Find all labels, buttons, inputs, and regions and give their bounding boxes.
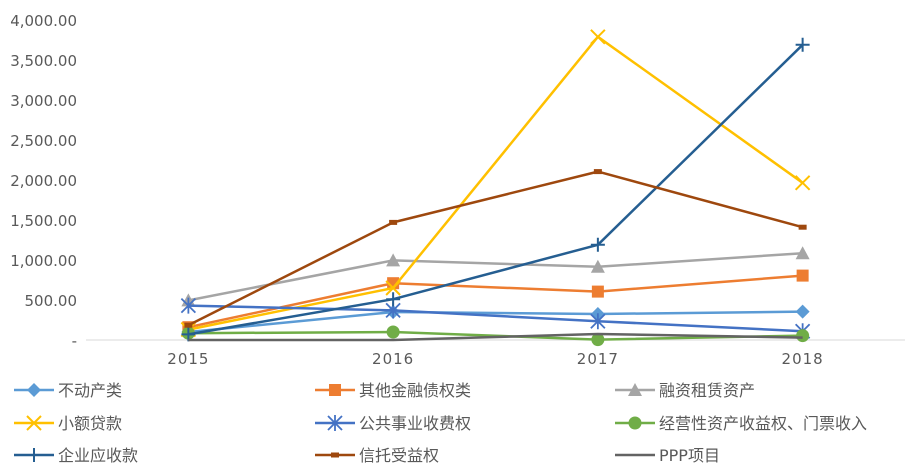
x-tick-label: 2017 — [577, 350, 619, 368]
series-line — [188, 310, 803, 334]
y-tick-label: 1,000.00 — [10, 252, 77, 270]
series-line — [188, 332, 803, 342]
data-point-marker — [385, 280, 401, 296]
x-axis: 2015 2016 2017 2018 — [86, 339, 905, 368]
series — [184, 169, 807, 328]
data-point-marker — [796, 329, 810, 343]
data-point-marker — [590, 29, 606, 45]
legend-label: 信托受益权 — [359, 446, 439, 465]
legend-item: 其他金融债权类 — [315, 381, 471, 400]
data-point-marker — [794, 175, 811, 191]
data-point-marker — [386, 253, 401, 267]
legend-label: 融资租赁资产 — [659, 381, 755, 400]
series — [180, 29, 811, 338]
legend-label: 不动产类 — [58, 381, 122, 400]
series-line — [187, 170, 803, 327]
data-point-marker — [27, 448, 41, 462]
x-tick-label: 2018 — [782, 350, 824, 368]
series — [181, 37, 810, 342]
data-point-marker — [798, 224, 807, 230]
data-point-marker — [180, 297, 197, 314]
data-point-marker — [593, 169, 602, 175]
plot-area — [180, 29, 811, 347]
legend-label: 其他金融债权类 — [359, 381, 471, 400]
x-tick-label: 2015 — [167, 350, 209, 368]
data-point-marker — [26, 415, 42, 431]
y-tick-label: 2,500.00 — [10, 132, 77, 150]
legend-item: 经营性资产收益权、门票收入 — [615, 414, 867, 433]
data-point-marker — [184, 322, 193, 328]
data-point-marker — [386, 325, 400, 339]
series-line — [188, 274, 803, 329]
data-point-marker — [795, 246, 810, 260]
series-line — [188, 251, 803, 302]
legend-label: PPP项目 — [659, 446, 720, 465]
data-point-marker — [628, 383, 642, 396]
legend-item: 信托受益权 — [315, 446, 439, 465]
legend-label: 企业应收款 — [58, 446, 138, 465]
series-line — [188, 43, 804, 336]
series-line — [188, 35, 804, 331]
data-point-marker — [329, 384, 341, 396]
y-tick-label: 500.00 — [25, 292, 78, 310]
y-axis: - 500.00 1,000.00 1,500.00 2,000.00 2,500.00 3… — [10, 12, 77, 350]
y-tick-label: - — [72, 332, 77, 350]
data-point-marker — [591, 285, 604, 298]
series-line — [188, 304, 803, 333]
legend-item: 融资租赁资产 — [615, 381, 755, 400]
y-tick-label: 1,500.00 — [10, 212, 77, 230]
data-point-marker — [628, 416, 642, 430]
data-point-marker — [590, 313, 606, 330]
legend-label: 经营性资产收益权、门票收入 — [659, 414, 867, 433]
y-tick-label: 2,000.00 — [10, 172, 77, 190]
legend-item: PPP项目 — [615, 446, 720, 465]
y-tick-label: 3,500.00 — [10, 52, 77, 70]
data-point-marker — [331, 452, 339, 458]
legend-item: 公共事业收费权 — [315, 414, 471, 433]
legend-label: 公共事业收费权 — [359, 414, 471, 433]
series — [188, 332, 803, 342]
data-point-marker — [591, 333, 605, 347]
data-point-marker — [795, 304, 810, 319]
series — [181, 246, 810, 307]
y-tick-label: 4,000.00 — [10, 12, 77, 30]
legend-label: 小额贷款 — [58, 414, 122, 433]
data-point-marker — [590, 259, 605, 273]
data-point-marker — [386, 292, 401, 307]
data-point-marker — [327, 415, 343, 431]
data-point-marker — [27, 383, 41, 397]
legend-item: 不动产类 — [14, 381, 122, 400]
y-tick-label: 3,000.00 — [10, 92, 77, 110]
legend-item: 小额贷款 — [14, 414, 122, 433]
data-point-marker — [389, 219, 398, 225]
data-point-marker — [590, 237, 605, 252]
x-tick-label: 2016 — [372, 350, 414, 368]
data-point-marker — [795, 37, 810, 52]
data-point-marker — [796, 269, 809, 282]
legend-item: 企业应收款 — [14, 446, 138, 465]
